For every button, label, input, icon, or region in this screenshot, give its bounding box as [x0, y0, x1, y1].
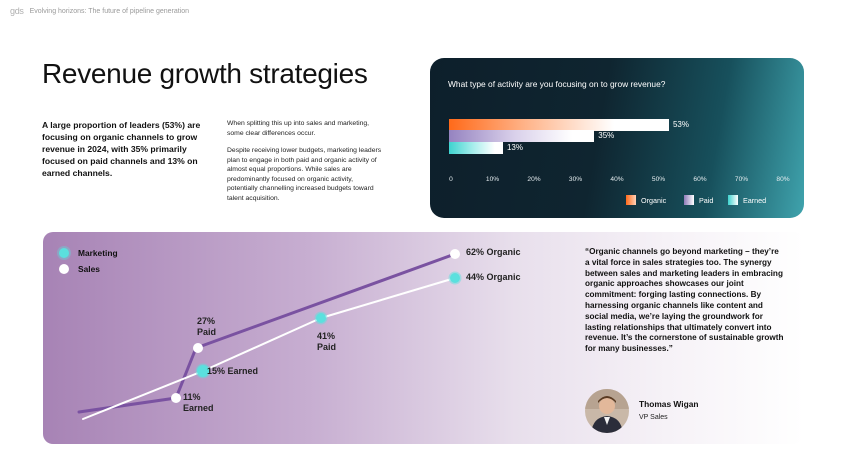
legend-earned-label: Earned — [743, 195, 767, 205]
legend-earned: Earned — [728, 195, 766, 205]
marketing-paid-label: 41% Paid — [317, 331, 336, 353]
legend-marketing-label: Marketing — [78, 248, 118, 258]
sales-paid-value: 27% — [197, 316, 216, 326]
sales-dot-icon — [59, 264, 69, 274]
bar-organic — [449, 119, 669, 131]
tick-label: 10% — [485, 176, 500, 183]
legend-organic: Organic — [626, 195, 666, 205]
body-paragraph-2: Despite receiving lower budgets, marketi… — [227, 147, 382, 202]
marketing-line — [82, 277, 456, 420]
bar-chart-card: What type of activity are you focusing o… — [430, 58, 804, 218]
document-header: gds Evolving horizons: The future of pip… — [10, 6, 189, 16]
lead-paragraph: A large proportion of leaders (53%) are … — [42, 120, 201, 178]
body-text: When splitting this up into sales and ma… — [227, 119, 385, 211]
marketing-paid-category: Paid — [317, 342, 337, 352]
sales-point-paid — [193, 343, 203, 353]
tick-label: 0 — [449, 176, 453, 183]
sales-earned-category: Earned — [183, 403, 214, 413]
tick-label: 30% — [568, 176, 583, 183]
marketing-point-earned — [195, 363, 211, 379]
body-paragraph-1: When splitting this up into sales and ma… — [227, 120, 370, 137]
sales-point-earned — [171, 393, 181, 403]
sales-point-organic — [450, 249, 460, 259]
bar-label-organic: 53% — [672, 120, 689, 129]
page-title: Revenue growth strategies — [42, 58, 368, 89]
organic-swatch — [626, 195, 636, 205]
marketing-point-paid — [314, 311, 328, 325]
legend-organic-label: Organic — [641, 195, 667, 205]
marketing-paid-value: 41% — [317, 331, 336, 341]
legend-paid-label: Paid — [699, 195, 714, 205]
line-chart-svg — [77, 249, 462, 420]
tick-label: 70% — [734, 176, 749, 183]
sales-earned-label: 11% Earned — [183, 392, 214, 414]
person-photo-icon — [585, 389, 629, 433]
legend-marketing: Marketing — [59, 248, 118, 258]
header-tagline: Evolving horizons: The future of pipelin… — [29, 7, 190, 15]
tick-label: 50% — [651, 176, 666, 183]
tick-label: 60% — [693, 176, 707, 183]
line-chart-card: Marketing Sales 62% Organic 44% Organic … — [43, 232, 804, 444]
tick-label: 40% — [610, 176, 624, 183]
marketing-dot-icon — [59, 248, 69, 258]
legend-paid: Paid — [684, 195, 713, 205]
avatar — [585, 389, 629, 433]
bar-earned — [449, 142, 503, 154]
gds-logo: gds — [10, 6, 24, 16]
legend-sales-label: Sales — [78, 264, 100, 274]
person-name: Thomas Wigan — [639, 399, 699, 409]
bar-label-paid: 35% — [598, 131, 615, 140]
testimonial-quote: “Organic channels go beyond marketing – … — [585, 247, 784, 354]
bar-paid — [449, 130, 595, 142]
sales-organic-label: 62% Organic — [466, 247, 521, 257]
sales-paid-category: Paid — [197, 327, 217, 337]
legend-sales: Sales — [59, 264, 100, 274]
marketing-organic-label: 44% Organic — [466, 272, 521, 282]
tick-label: 80% — [776, 176, 790, 183]
marketing-earned-label: 15% Earned — [207, 366, 259, 376]
paid-swatch — [684, 195, 694, 205]
sales-paid-label: 27% Paid — [197, 316, 216, 338]
marketing-point-organic — [448, 271, 462, 285]
sales-earned-value: 11% — [183, 392, 201, 402]
sales-trend-line — [77, 252, 457, 414]
person-role: VP Sales — [639, 414, 668, 421]
earned-swatch — [728, 195, 738, 205]
chart-question: What type of activity are you focusing o… — [448, 79, 666, 89]
bar-label-earned: 13% — [506, 143, 523, 152]
tick-label: 20% — [527, 176, 541, 183]
